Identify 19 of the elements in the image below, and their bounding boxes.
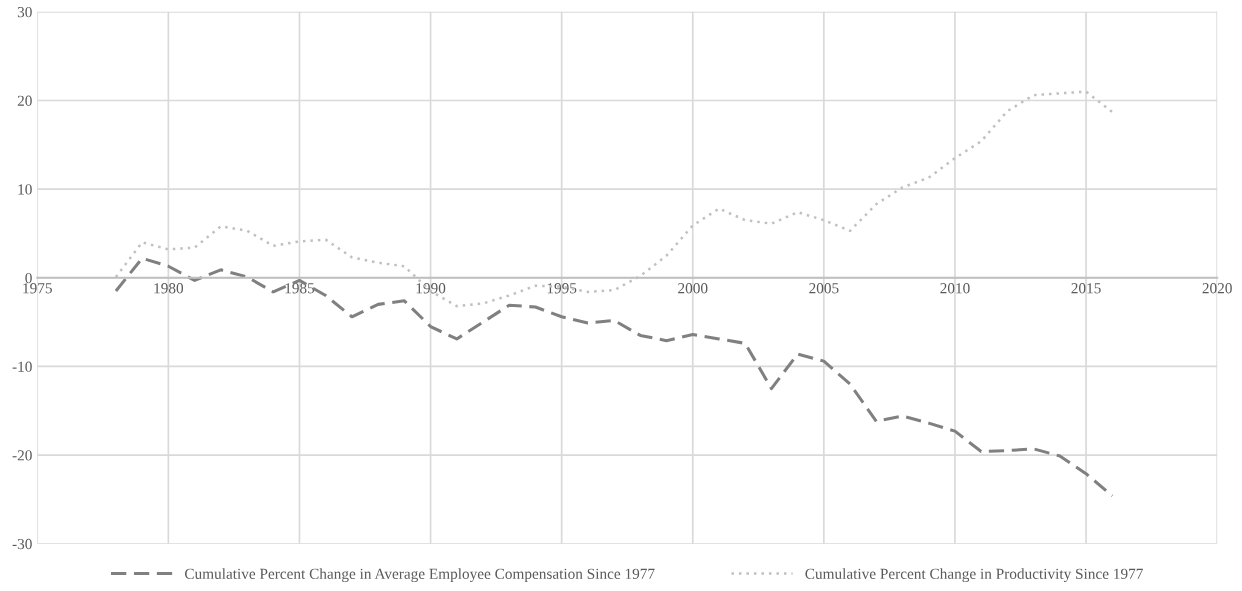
x-tick-label: 1975	[23, 283, 52, 294]
y-tick-label: 10	[18, 184, 32, 195]
x-tick-label: 1980	[154, 283, 184, 294]
legend-label: Cumulative Percent Change in Average Employee Compensation Since 1977	[184, 568, 655, 583]
y-tick-label: 0	[25, 272, 32, 284]
y-tick-label: 20	[17, 95, 32, 106]
legend-label: Cumulative Percent Change in Productivity Since 1977	[805, 568, 1143, 583]
x-tick-label: 2010	[940, 283, 970, 294]
y-tick-label: -20	[12, 450, 32, 461]
y-tick-label: -30	[12, 538, 32, 550]
y-tick-label: 30	[17, 6, 32, 18]
line-series	[114, 256, 1114, 498]
x-tick-label: 2015	[1071, 283, 1101, 294]
x-tick-label: 2005	[809, 283, 839, 294]
x-tick-label: 2000	[678, 283, 708, 294]
y-tick-label: -10	[12, 361, 32, 372]
x-tick-label: 2020	[1202, 283, 1232, 294]
x-tick-label: 1995	[547, 283, 577, 294]
x-tick-label: 1990	[416, 283, 446, 294]
